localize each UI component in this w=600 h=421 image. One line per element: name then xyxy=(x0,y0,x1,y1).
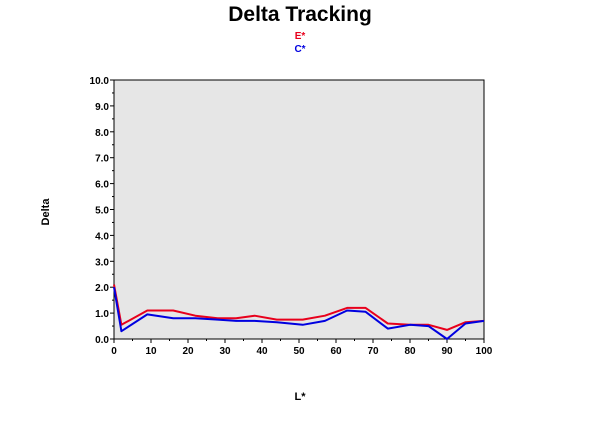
x-tick-label: 80 xyxy=(404,346,416,357)
plot-area xyxy=(113,79,485,340)
y-tick-label: 10.0 xyxy=(90,76,110,87)
x-tick-label: 70 xyxy=(367,346,379,357)
y-tick-label: 0.0 xyxy=(95,335,109,346)
y-tick-label: 4.0 xyxy=(95,231,109,242)
y-tick-label: 6.0 xyxy=(95,180,109,191)
x-tick-label: 0 xyxy=(111,346,117,357)
series-line-c xyxy=(113,287,485,340)
chart-title: Delta Tracking xyxy=(228,3,372,26)
x-axis-label: L* xyxy=(294,391,306,403)
x-tick-label: 10 xyxy=(145,346,157,357)
y-tick-label: 9.0 xyxy=(95,102,109,113)
x-tick-label: 20 xyxy=(182,346,194,357)
legend-entry-c: C* xyxy=(294,44,306,55)
x-tick-label: 60 xyxy=(330,346,342,357)
y-tick-label: 1.0 xyxy=(95,309,109,320)
y-tick-label: 3.0 xyxy=(95,257,109,268)
y-tick-label: 8.0 xyxy=(95,128,109,139)
x-tick-label: 100 xyxy=(476,346,493,357)
x-tick-label: 30 xyxy=(219,346,231,357)
y-tick-label: 5.0 xyxy=(95,206,109,217)
y-tick-label: 7.0 xyxy=(95,154,109,165)
legend-entry-e: E* xyxy=(294,31,306,42)
x-tick-label: 50 xyxy=(293,346,305,357)
series-line-e xyxy=(113,284,485,331)
x-tick-label: 90 xyxy=(441,346,453,357)
x-tick-label: 40 xyxy=(256,346,268,357)
y-tick-label: 2.0 xyxy=(95,283,109,294)
